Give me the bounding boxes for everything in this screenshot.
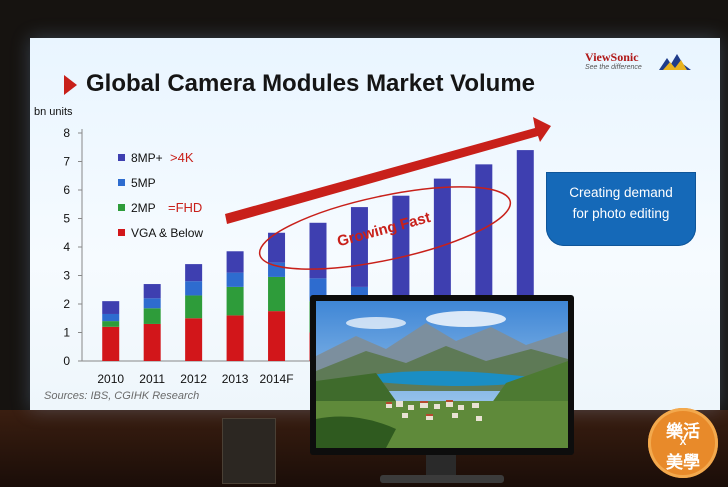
y-tick-label: 6 <box>63 183 70 197</box>
landscape-photo-icon <box>316 301 568 448</box>
source-note: Sources: IBS, CGIHK Research <box>44 390 200 402</box>
y-tick-label: 5 <box>63 212 70 226</box>
bar-segment-2mp <box>185 295 203 319</box>
y-tick-label: 1 <box>63 326 70 340</box>
watermark-seal: 樂活 X 美學 <box>648 408 718 478</box>
callout-line-1: Creating demand <box>569 185 673 200</box>
legend-label: 5MP <box>131 176 156 190</box>
growth-arrow-icon <box>225 117 551 224</box>
product-box <box>222 418 276 484</box>
bar-segment-5mp <box>185 281 203 296</box>
brand-name: ViewSonic <box>585 50 639 64</box>
bar-segment-5mp <box>226 272 244 287</box>
presentation-slide: Global Camera Modules Market Volume View… <box>30 38 720 410</box>
bar-segment-vga-below <box>102 326 120 361</box>
bar-segment-8mp- <box>392 195 410 296</box>
legend-swatch <box>118 154 125 161</box>
bar-segment-vga-below <box>185 318 203 361</box>
x-tick-label: 2013 <box>222 372 249 386</box>
watermark-line-2: 美學 <box>666 453 700 472</box>
growth-ellipse <box>258 186 512 270</box>
legend-label: 8MP+ <box>131 151 163 165</box>
y-tick-label: 8 <box>63 126 70 140</box>
legend-swatch <box>118 179 125 186</box>
legend-swatch <box>118 204 125 211</box>
y-tick-label: 3 <box>63 269 70 283</box>
callout-line-2: for photo editing <box>572 206 670 221</box>
monitor-stand-base <box>380 475 504 483</box>
legend-label: 2MP <box>131 201 156 215</box>
brand-logo: ViewSonic See the difference <box>585 50 695 80</box>
bar-segment-8mp- <box>309 222 327 279</box>
y-axis-label: bn units <box>34 106 73 118</box>
bar-segment-8mp- <box>268 232 286 263</box>
y-tick-label: 2 <box>63 297 70 311</box>
legend-note: >4K <box>170 150 194 165</box>
slide-title: Global Camera Modules Market Volume <box>86 70 536 97</box>
monitor <box>310 295 574 455</box>
brand-tagline: See the difference <box>585 64 642 71</box>
bar-segment-8mp- <box>143 284 161 299</box>
bar-segment-2mp <box>102 321 120 327</box>
legend-note: =FHD <box>168 200 202 215</box>
growth-label: Growing Fast <box>335 209 432 250</box>
legend-label: VGA & Below <box>131 226 203 240</box>
bar-segment-vga-below <box>268 311 286 361</box>
bar-segment-5mp <box>102 313 120 322</box>
bar-segment-8mp- <box>433 178 451 307</box>
bar-segment-8mp- <box>102 301 120 314</box>
bar-segment-8mp- <box>516 150 534 323</box>
y-tick-label: 0 <box>63 354 70 368</box>
bar-segment-8mp- <box>350 207 368 287</box>
bar-segment-2mp <box>268 276 286 312</box>
bar-segment-2mp <box>143 308 161 324</box>
y-tick-label: 7 <box>63 155 70 169</box>
watermark-mid: X <box>679 437 687 448</box>
bar-segment-8mp- <box>475 164 493 317</box>
title-arrow-icon <box>64 75 77 95</box>
x-tick-label: 2012 <box>180 372 207 386</box>
x-tick-label: 2014F <box>260 372 294 386</box>
bar-segment-vga-below <box>143 323 161 361</box>
birds-logo-icon <box>659 54 691 70</box>
legend-swatch <box>118 229 125 236</box>
x-tick-label: 2010 <box>97 372 124 386</box>
bar-segment-8mp- <box>185 264 203 282</box>
x-tick-label: 2011 <box>139 372 165 386</box>
watermark-line-1: 樂活 <box>666 422 700 441</box>
bar-segment-5mp <box>143 298 161 309</box>
callout-banner: Creating demand for photo editing <box>546 172 696 246</box>
y-tick-label: 4 <box>63 240 70 254</box>
bar-segment-8mp- <box>226 251 244 273</box>
monitor-stand-neck <box>426 455 456 477</box>
bar-segment-2mp <box>226 286 244 316</box>
bar-segment-vga-below <box>226 315 244 361</box>
monitor-screen <box>316 301 568 448</box>
